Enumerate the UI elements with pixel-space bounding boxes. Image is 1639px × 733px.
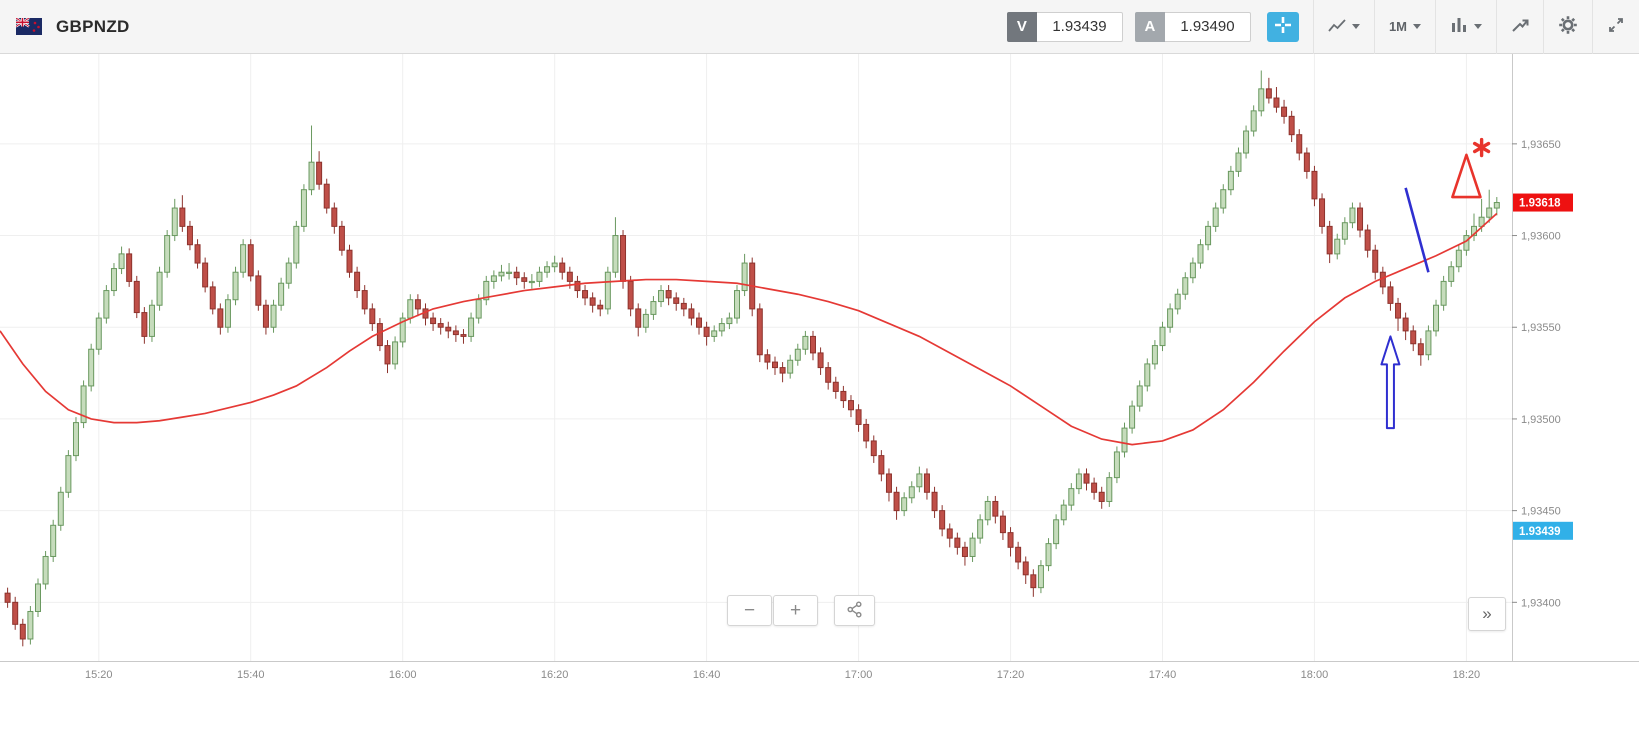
symbol-header: GBPNZD	[15, 16, 130, 37]
gear-icon	[1558, 15, 1578, 38]
fullscreen-button[interactable]	[1592, 0, 1639, 54]
trend-line-annotation[interactable]	[1404, 187, 1430, 273]
price-axis[interactable]: 1,93650 1,93600 1,93550 1,93500 1,93450 1,934…	[0, 54, 1639, 733]
chart-tools: 1M	[1312, 0, 1639, 54]
bid-quote: V 1.93439	[1006, 11, 1123, 42]
chart-area: 1,93650 1,93600 1,93550 1,93500 1,93450 1,934…	[0, 54, 1639, 733]
svg-text:17:40: 17:40	[1149, 669, 1177, 681]
svg-text:16:00: 16:00	[389, 669, 417, 681]
svg-text:1.93439: 1.93439	[1519, 526, 1561, 538]
svg-text:18:20: 18:20	[1453, 669, 1481, 681]
expand-icon	[1607, 16, 1625, 37]
price-chart[interactable]: 1,93650 1,93600 1,93550 1,93500 1,93450 1,934…	[0, 54, 1639, 733]
timeframe-label: 1M	[1388, 19, 1407, 34]
svg-text:1,93650: 1,93650	[1521, 139, 1561, 151]
svg-text:17:20: 17:20	[997, 669, 1025, 681]
indicators-dropdown[interactable]	[1435, 0, 1496, 54]
chevron-down-icon	[1474, 24, 1482, 29]
crosshair-icon	[1274, 16, 1292, 37]
settings-button[interactable]	[1543, 0, 1592, 54]
nz-flag-icon	[15, 16, 42, 35]
candles-layer	[4, 70, 1500, 647]
zoom-out-button[interactable]: −	[727, 595, 772, 626]
svg-text:1,93550: 1,93550	[1521, 322, 1561, 334]
timeframe-dropdown[interactable]: 1M	[1373, 0, 1435, 54]
last-price-label: 1.93618	[1513, 193, 1573, 212]
bid-price[interactable]: 1.93439	[1036, 11, 1123, 42]
collapse-panel-button[interactable]: »	[1468, 597, 1506, 631]
svg-text:1,93400: 1,93400	[1521, 597, 1561, 609]
share-icon	[846, 601, 863, 621]
chevron-down-icon	[1413, 24, 1421, 29]
moving-average-line	[0, 212, 1498, 446]
share-button[interactable]	[834, 595, 875, 626]
trend-tools-button[interactable]	[1496, 0, 1543, 54]
svg-text:15:40: 15:40	[237, 669, 265, 681]
svg-text:18:00: 18:00	[1301, 669, 1329, 681]
chart-toolbar: GBPNZD V 1.93439 A 1.93490	[0, 0, 1639, 54]
toolbar-right: V 1.93439 A 1.93490	[1006, 0, 1639, 54]
trend-arrow-icon	[1511, 17, 1529, 36]
triangle-annotation[interactable]	[1451, 153, 1482, 199]
ask-quote: A 1.93490	[1134, 11, 1251, 42]
svg-text:1,93500: 1,93500	[1521, 414, 1561, 426]
line-chart-icon	[1328, 18, 1346, 36]
time-axis[interactable]: 15:20 15:40 16:00 16:20 16:40 17:00 17:20 17:40…	[85, 669, 1480, 681]
crosshair-button[interactable]	[1266, 11, 1299, 42]
symbol-title: GBPNZD	[56, 16, 130, 36]
zoom-in-button[interactable]: +	[773, 595, 818, 626]
svg-text:1,93600: 1,93600	[1521, 231, 1561, 243]
bid-price-label: 1.93439	[1513, 521, 1573, 540]
svg-text:15:20: 15:20	[85, 669, 113, 681]
indicators-icon	[1450, 17, 1468, 36]
chevron-down-icon	[1351, 24, 1360, 29]
grid-layer	[0, 54, 1512, 661]
sell-button[interactable]: V	[1006, 11, 1037, 42]
up-arrow-annotation[interactable]	[1380, 335, 1401, 430]
svg-text:1.93618: 1.93618	[1519, 198, 1561, 210]
ask-price[interactable]: 1.93490	[1164, 11, 1251, 42]
asterisk-annotation[interactable]	[1472, 137, 1491, 158]
zoom-controls: − +	[727, 595, 875, 626]
chart-type-dropdown[interactable]	[1312, 0, 1374, 54]
buy-button[interactable]: A	[1134, 11, 1165, 42]
annotations-layer	[1380, 137, 1491, 430]
svg-text:17:00: 17:00	[845, 669, 873, 681]
svg-text:1,93450: 1,93450	[1521, 506, 1561, 518]
svg-text:16:20: 16:20	[541, 669, 569, 681]
svg-text:16:40: 16:40	[693, 669, 721, 681]
